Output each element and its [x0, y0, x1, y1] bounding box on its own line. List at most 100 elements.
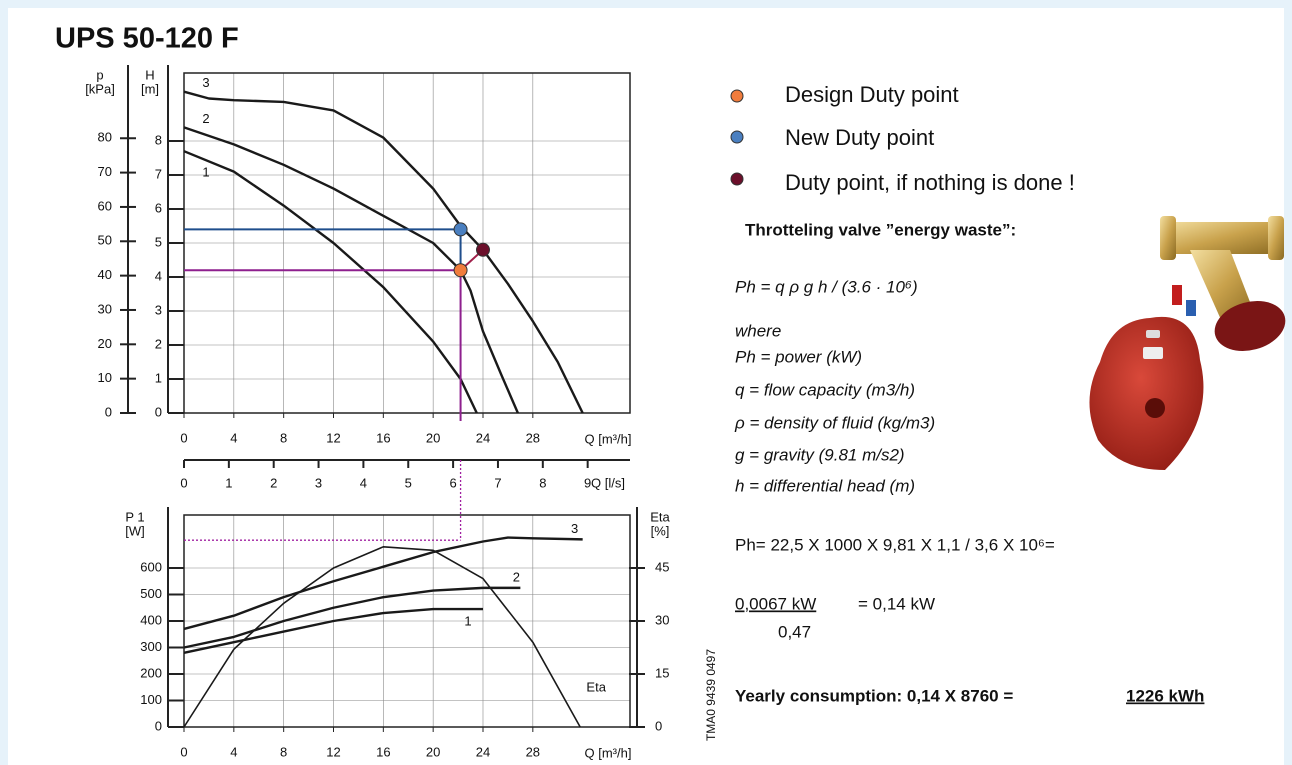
y-axis-label: [W] [125, 523, 145, 538]
curve-label: Eta [586, 679, 606, 694]
y-tick-label: 1 [155, 370, 162, 385]
y2-tick-label: 60 [98, 198, 112, 213]
valve-image [1160, 216, 1286, 351]
duty-point [475, 242, 490, 257]
legend-marker [730, 89, 744, 103]
legend-label: Duty point, if nothing is done ! [785, 170, 1075, 195]
x2-tick-label: 6 [449, 475, 456, 490]
y-tick-label: 200 [140, 665, 162, 680]
curve [183, 536, 583, 631]
y2-tick-label: 30 [98, 301, 112, 316]
x-tick-label: 24 [476, 430, 490, 445]
drawing-code: TMA0 9439 0497 [704, 649, 718, 741]
where: where [735, 321, 781, 340]
curve-label: 1 [464, 614, 471, 629]
x-tick-label: 8 [280, 744, 287, 759]
x2-axis-label: Q [l/s] [591, 475, 625, 490]
curve [183, 607, 483, 654]
page-title: UPS 50-120 F [55, 23, 239, 55]
y-tick-label: 2 [155, 336, 162, 351]
curve [183, 126, 519, 414]
y2-tick-label: 80 [98, 130, 112, 145]
y-tick-label: 400 [140, 612, 162, 627]
handwheel-image [1089, 316, 1204, 470]
x-tick-label: 12 [326, 430, 340, 445]
curve-label: 3 [571, 521, 578, 536]
y2-tick-label: 0 [655, 718, 662, 733]
x2-tick-label: 4 [360, 475, 367, 490]
y-tick-label: 500 [140, 586, 162, 601]
y2-tick-label: 0 [105, 404, 112, 419]
x-tick-label: 0 [180, 744, 187, 759]
x-tick-label: 24 [476, 744, 490, 759]
x2-tick-label: 1 [225, 475, 232, 490]
yearly-label: Yearly consumption: 0,14 X 8760 = [735, 686, 1013, 705]
curve-label: 2 [513, 569, 520, 584]
yearly-value: 1226 kWh [1126, 686, 1204, 705]
x2-tick-label: 0 [180, 475, 187, 490]
x2-tick-label: 5 [405, 475, 412, 490]
x2-tick-label: 3 [315, 475, 322, 490]
curve [183, 586, 521, 649]
y-tick-label: 600 [140, 559, 162, 574]
y-axis-label: P 1 [125, 509, 144, 524]
y-tick-label: 100 [140, 692, 162, 707]
x2-tick-label: 9 [584, 475, 591, 490]
x-axis-label: Q [m³/h] [585, 431, 632, 446]
calculation: Ph= 22,5 X 1000 X 9,81 X 1,1 / 3,6 X 10⁶… [735, 535, 1055, 554]
heading: Throtteling valve ”energy waste”: [745, 220, 1016, 239]
y2-tick-label: 10 [98, 370, 112, 385]
y-tick-label: 300 [140, 639, 162, 654]
duty-point [453, 263, 468, 278]
legend-label: New Duty point [785, 125, 934, 150]
curve [183, 150, 478, 414]
y-tick-label: 0 [155, 404, 162, 419]
y2-tick-label: 50 [98, 233, 112, 248]
x-tick-label: 0 [180, 430, 187, 445]
y-axis-label: H [145, 67, 154, 82]
curve [183, 545, 581, 728]
x-tick-label: 12 [326, 744, 340, 759]
y2-tick-label: 45 [655, 559, 669, 574]
formula: Ph = q ρ g h / (3.6 · 10⁶) [735, 277, 918, 296]
result-numerator: 0,0067 kW [735, 594, 816, 613]
y2-axis-label: [kPa] [85, 81, 115, 96]
x2-tick-label: 7 [494, 475, 501, 490]
x-tick-label: 20 [426, 430, 440, 445]
x-tick-label: 20 [426, 744, 440, 759]
y2-tick-label: 70 [98, 164, 112, 179]
definition: Ph = power (kW) [735, 347, 862, 366]
y-tick-label: 3 [155, 302, 162, 317]
y2-axis-label: [%] [651, 523, 670, 538]
result-equals: = 0,14 kW [858, 594, 935, 613]
plot-frame [183, 72, 631, 414]
result-denominator: 0,47 [778, 622, 811, 641]
x2-tick-label: 2 [270, 475, 277, 490]
y2-tick-label: 30 [655, 612, 669, 627]
y-tick-label: 8 [155, 132, 162, 147]
y-axis-label: [m] [141, 81, 159, 96]
x-tick-label: 4 [230, 744, 237, 759]
curve-label: 1 [202, 165, 209, 180]
y-tick-label: 4 [155, 268, 162, 283]
x-tick-label: 28 [526, 430, 540, 445]
legend-marker [730, 130, 744, 144]
y-tick-label: 0 [155, 718, 162, 733]
x-axis-label: Q [m³/h] [585, 745, 632, 760]
y-tick-label: 5 [155, 234, 162, 249]
legend-marker [730, 172, 744, 186]
curve-label: 3 [202, 75, 209, 90]
curve [183, 90, 584, 414]
definition: q = flow capacity (m3/h) [735, 380, 915, 399]
definition: ρ = density of fluid (kg/m3) [734, 413, 935, 432]
y-tick-label: 6 [155, 200, 162, 215]
x-tick-label: 4 [230, 430, 237, 445]
definition: h = differential head (m) [735, 476, 915, 495]
y2-tick-label: 40 [98, 267, 112, 282]
y2-axis-label: Eta [650, 509, 670, 524]
duty-point [453, 222, 468, 237]
curve-label: 2 [202, 111, 209, 126]
y-tick-label: 7 [155, 166, 162, 181]
